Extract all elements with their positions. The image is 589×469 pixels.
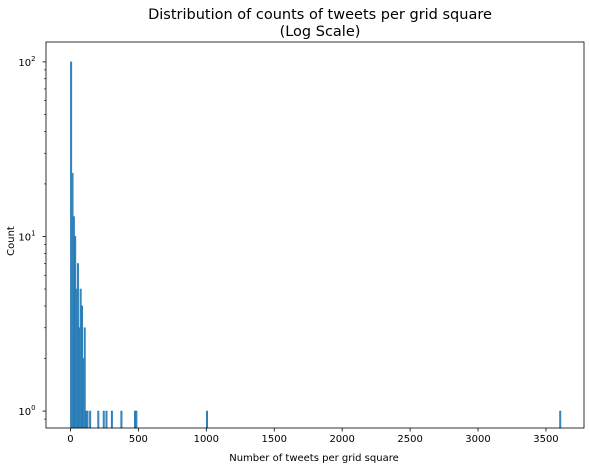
chart-subtitle: (Log Scale) xyxy=(280,24,361,40)
x-tick-label: 500 xyxy=(129,434,148,445)
x-tick-label: 0 xyxy=(67,434,73,445)
y-axis: 100 101 102 xyxy=(18,55,46,420)
histogram-bar xyxy=(102,410,105,429)
x-axis-label: Number of tweets per grid square xyxy=(229,453,399,464)
y-axis-label: Count xyxy=(6,226,17,256)
x-tick-label: 3500 xyxy=(533,434,558,445)
histogram-bar xyxy=(110,410,113,429)
x-axis: 0 500 1000 1500 2000 2500 3000 3500 xyxy=(67,428,559,445)
x-tick-label: 2000 xyxy=(329,434,354,445)
y-tick-label: 101 xyxy=(18,229,35,243)
histogram-bar xyxy=(86,410,89,429)
bars-group xyxy=(70,61,562,429)
y-tick-label: 100 xyxy=(18,404,35,418)
histogram-bar xyxy=(97,410,100,429)
histogram-bar xyxy=(559,410,562,429)
x-tick-label: 2500 xyxy=(397,434,422,445)
histogram-bar xyxy=(89,410,92,429)
histogram-bar xyxy=(206,410,208,429)
chart-title: Distribution of counts of tweets per gri… xyxy=(148,7,492,23)
histogram-bar xyxy=(120,410,123,429)
histogram-bar xyxy=(135,410,138,429)
plot-frame xyxy=(45,41,585,429)
x-tick-label: 1500 xyxy=(262,434,287,445)
histogram-bar xyxy=(105,410,108,429)
x-tick-label: 1000 xyxy=(194,434,219,445)
x-tick-label: 3000 xyxy=(465,434,490,445)
y-tick-label: 102 xyxy=(18,55,35,69)
